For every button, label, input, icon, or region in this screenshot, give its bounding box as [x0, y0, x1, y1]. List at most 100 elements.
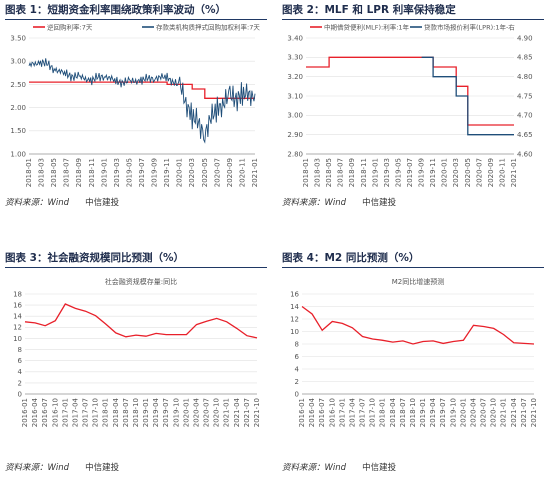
legend-label: 贷款市场报价利率(LPR):1年-右	[424, 22, 515, 31]
legend-label: 中期借贷便利(MLF):利率:1年	[324, 22, 410, 31]
y-right-tick-label: 4.70	[517, 112, 533, 120]
y-tick-label: 3.40	[287, 34, 303, 42]
x-tick-label: 2019-01	[142, 398, 150, 427]
source-note: 资料来源：Wind 中信建投	[5, 461, 119, 473]
brand-label: 中信建投	[85, 198, 120, 208]
panel-1: 图表 1：短期资金利率围绕政策利率波动（%） 3.50 3.00 2.50 2.00 1…	[5, 2, 267, 202]
x-tick-label: 2019-01	[100, 158, 108, 187]
x-tick-label: 2020-07	[213, 158, 221, 187]
x-tick-label: 2019-01	[419, 398, 427, 427]
x-tick-label: 2021-10	[530, 398, 538, 427]
x-tick-label: 2018-09	[348, 158, 356, 187]
x-tick-label: 2019-07	[162, 398, 170, 427]
y-right-tick-label: 4.65	[517, 131, 533, 139]
x-tick-label: 2020-11	[238, 158, 246, 187]
y-tick-label: 12	[13, 324, 22, 332]
y-tick-label: 8	[295, 340, 299, 348]
x-tick-label: 2019-05	[125, 158, 133, 187]
series-line	[306, 56, 514, 126]
panel-title: 图表 4：M2 同比预测（%）	[282, 252, 420, 264]
y-tick-label: 18	[13, 290, 22, 298]
x-tick-label: 2018-03	[38, 158, 46, 187]
x-tick-label: 2019-07	[138, 158, 146, 187]
x-tick-label: 2018-07	[337, 158, 345, 187]
x-tick-label: 2018-07	[63, 158, 71, 187]
y-right-tick-label: 4.90	[517, 34, 533, 42]
chart-mlf-lpr: 3.40 3.30 3.20 3.10 3.00 2.90 2.80 4.90 4.85 4.80…	[287, 22, 533, 187]
source-label: 资料来源：Wind	[5, 463, 70, 473]
y-tick-label: 3.00	[287, 112, 303, 120]
x-tick-label: 2018-10	[132, 398, 140, 427]
x-tick-label: 2018-09	[75, 158, 83, 187]
series-line	[29, 81, 255, 99]
x-tick-label: 2018-11	[360, 158, 368, 187]
x-tick-label: 2019-01	[371, 158, 379, 187]
x-tick-label: 2016-07	[318, 398, 326, 427]
y-tick-label: 16	[290, 290, 299, 298]
x-tick-label: 2020-07	[475, 158, 483, 187]
x-tick-label: 2020-09	[226, 158, 234, 187]
x-tick-label: 2020-01	[182, 398, 190, 427]
x-tick-label: 2017-01	[61, 398, 69, 427]
x-tick-label: 2019-10	[172, 398, 180, 427]
x-tick-label: 2020-05	[464, 158, 472, 187]
y-tick-label: 10	[290, 328, 299, 336]
y-right-tick-label: 4.85	[517, 54, 533, 62]
series-line	[421, 56, 514, 136]
x-tick-label: 2016-04	[308, 397, 316, 427]
series-line	[24, 303, 258, 339]
y-tick-label: 4	[18, 368, 23, 376]
y-tick-label: 1.50	[10, 127, 26, 135]
x-tick-label: 2021-01	[500, 398, 508, 427]
x-tick-label: 2018-07	[399, 398, 407, 427]
x-tick-label: 2017-07	[359, 398, 367, 427]
x-tick-label: 2020-04	[469, 397, 477, 427]
x-tick-label: 2018-10	[409, 398, 417, 427]
panel-3: 图表 3：社会融资规模同比预测（%） 社会融资规模存量:同比 18 16 14 12 10…	[5, 250, 267, 450]
y-tick-label: 3.30	[287, 54, 303, 62]
y-tick-label: 0	[18, 390, 22, 398]
series-line	[28, 58, 256, 144]
title-divider	[282, 19, 544, 20]
x-tick-label: 2021-01	[510, 158, 518, 187]
x-tick-label: 2020-10	[213, 398, 221, 427]
chart-title: M2同比增速预测	[392, 277, 445, 286]
y-tick-label: 8	[18, 346, 22, 354]
x-tick-label: 2020-11	[498, 158, 506, 187]
x-tick-label: 2018-03	[314, 158, 322, 187]
y-right-tick-label: 4.75	[517, 92, 533, 100]
x-tick-label: 2019-07	[406, 158, 414, 187]
title-divider	[282, 267, 544, 268]
x-tick-label: 2018-01	[302, 158, 310, 187]
y-tick-label: 2.90	[287, 131, 303, 139]
x-tick-label: 2018-05	[325, 158, 333, 187]
y-tick-label: 10	[13, 335, 22, 343]
panel-4: 图表 4：M2 同比预测（%） M2同比增速预测 16 14 12 10 8 6 4 2 0 201…	[282, 250, 544, 450]
panel-title: 图表 1：短期资金利率围绕政策利率波动（%）	[5, 4, 226, 16]
source-note: 资料来源：Wind 中信建投	[282, 461, 396, 473]
y-right-tick-label: 4.60	[517, 150, 533, 158]
x-tick-label: 2021-07	[520, 398, 528, 427]
y-tick-label: 4	[295, 365, 300, 373]
x-tick-label: 2019-07	[439, 398, 447, 427]
x-tick-label: 2018-07	[122, 398, 130, 427]
legend-label: 逆回购利率:7天	[47, 22, 93, 31]
x-tick-label: 2021-10	[253, 398, 261, 427]
x-tick-label: 2016-07	[41, 398, 49, 427]
brand-label: 中信建投	[362, 463, 397, 473]
y-tick-label: 1.00	[10, 150, 26, 158]
x-tick-label: 2019-04	[152, 397, 160, 427]
y-tick-label: 3.20	[287, 73, 303, 81]
source-label: 资料来源：Wind	[282, 198, 347, 208]
x-tick-label: 2019-05	[394, 158, 402, 187]
x-tick-label: 2020-01	[459, 398, 467, 427]
x-tick-label: 2019-10	[449, 398, 457, 427]
x-tick-label: 2017-04	[348, 397, 356, 427]
x-tick-label: 2018-04	[112, 397, 120, 427]
x-tick-label: 2020-07	[480, 398, 488, 427]
x-tick-label: 2019-11	[429, 158, 437, 187]
x-tick-label: 2021-01	[251, 158, 259, 187]
x-tick-label: 2018-11	[88, 158, 96, 187]
